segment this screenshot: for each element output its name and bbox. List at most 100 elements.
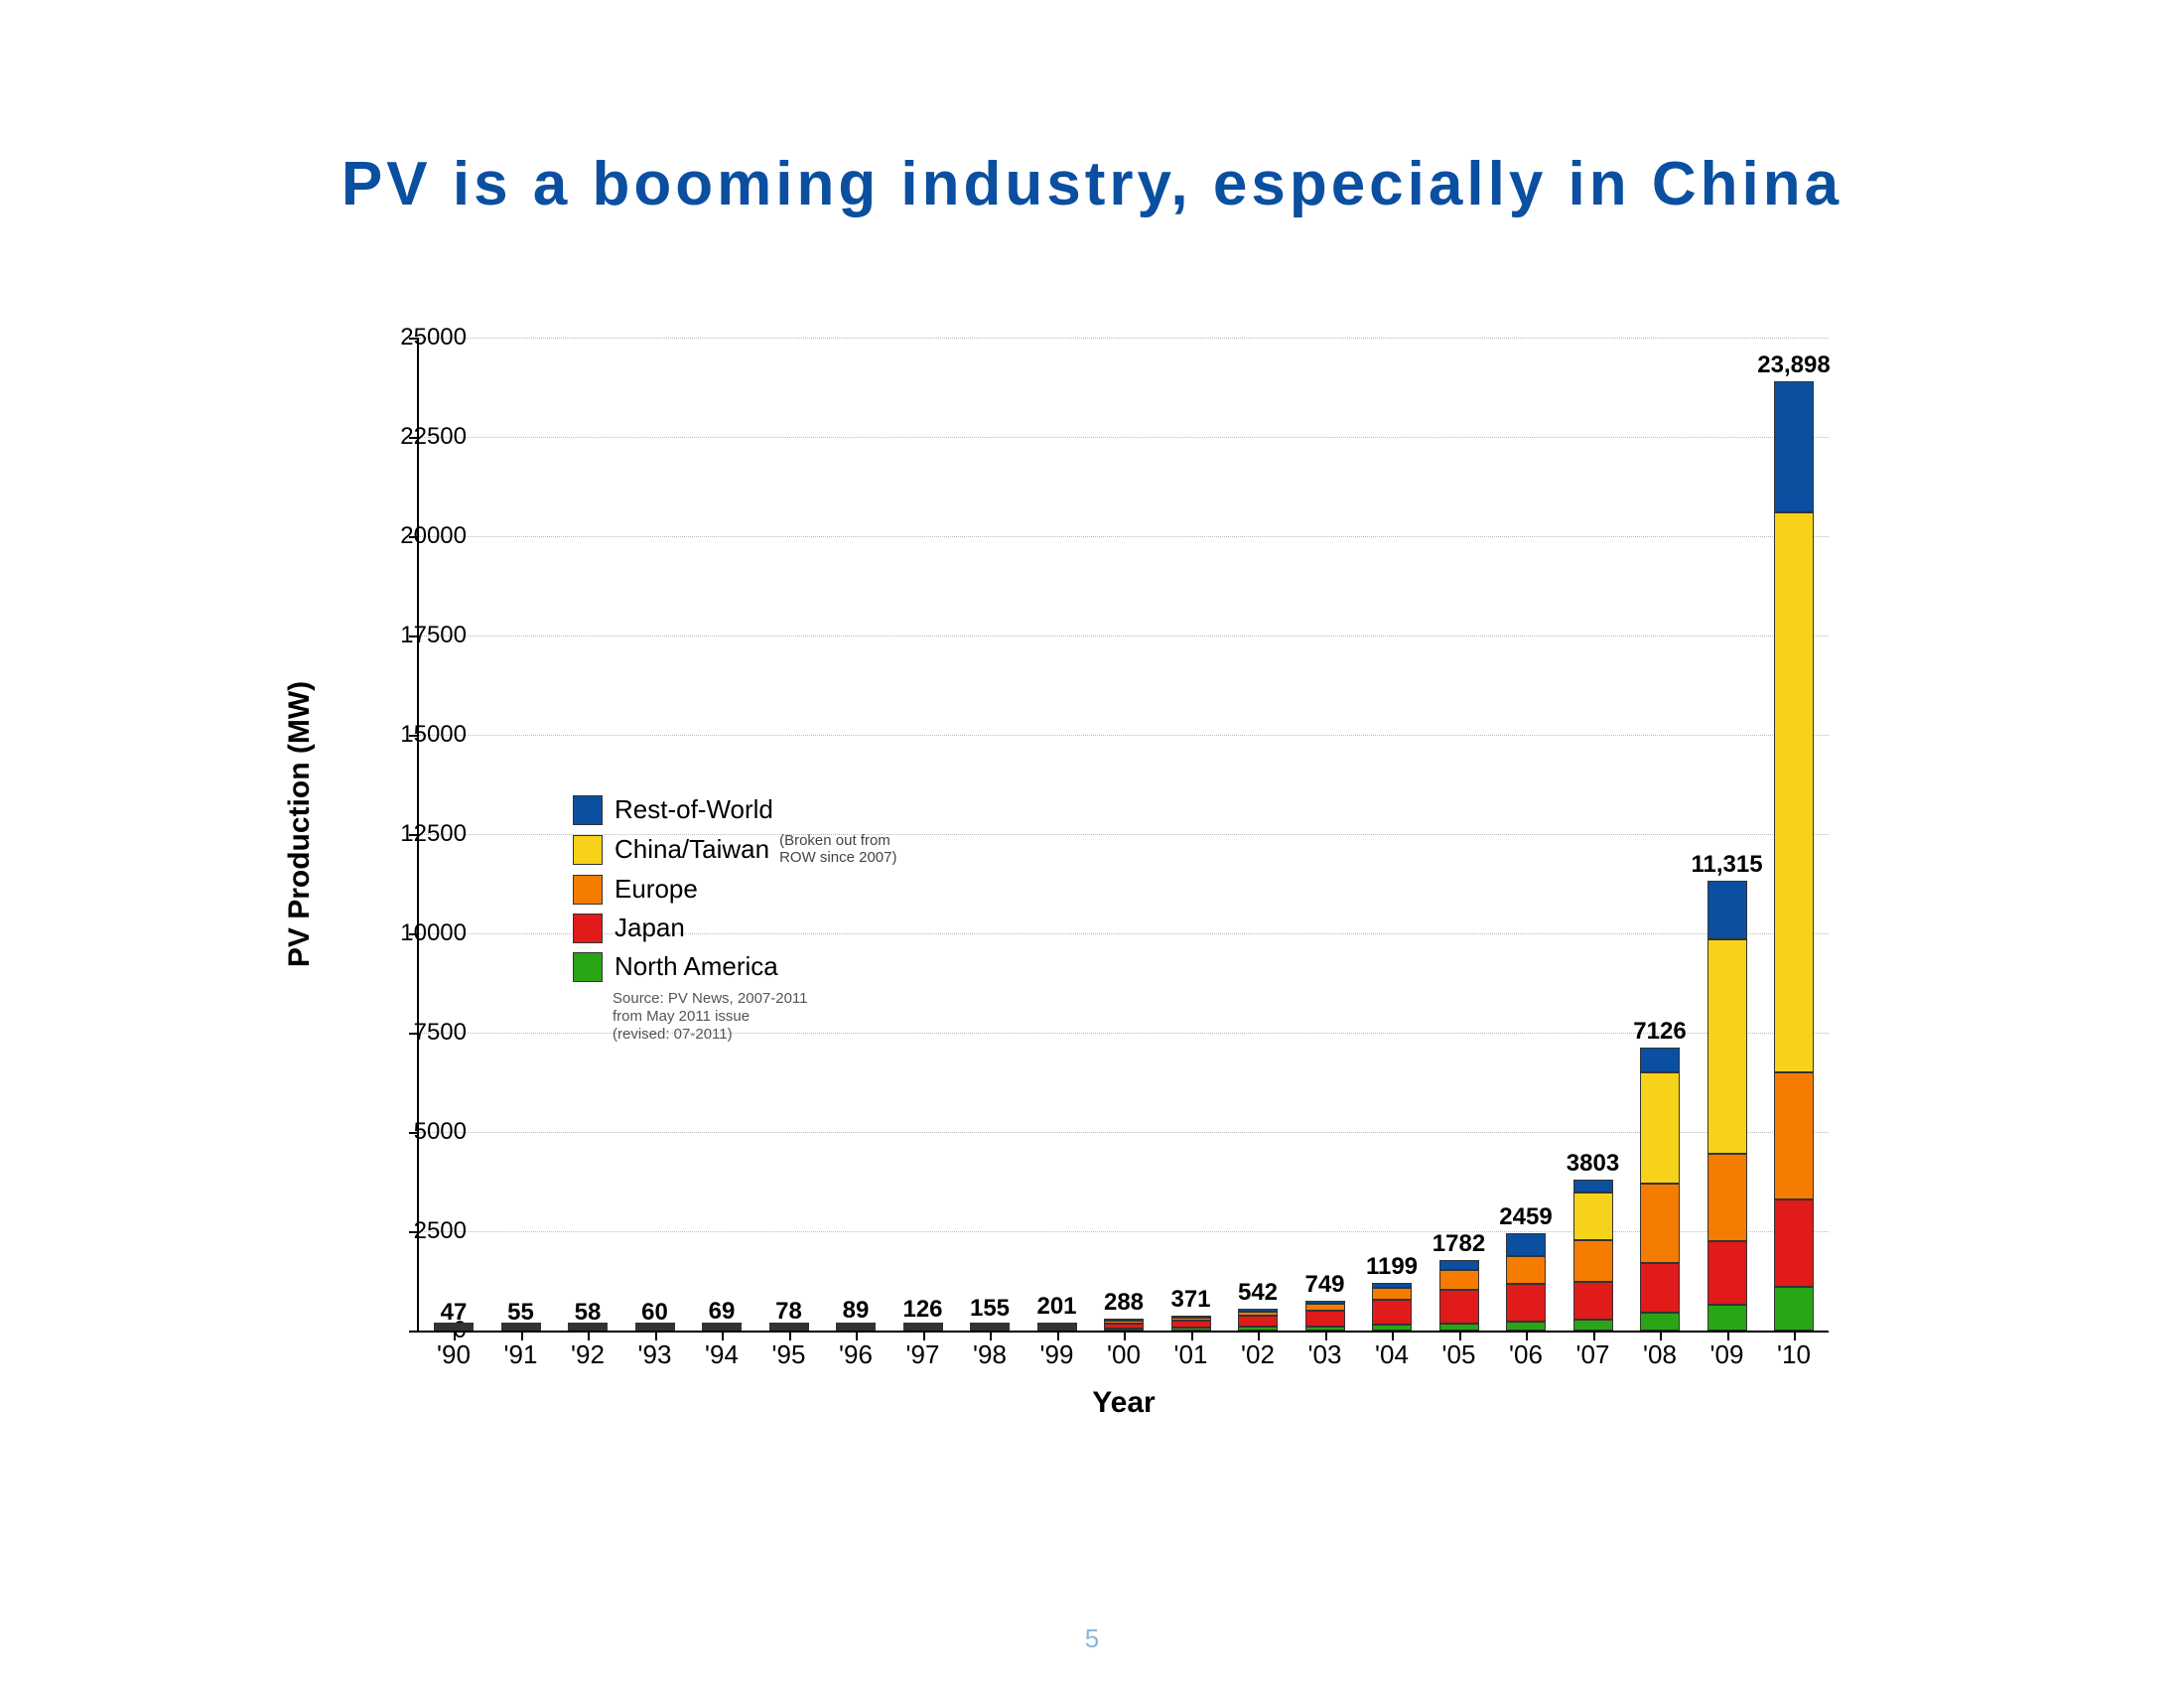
bar-total-label: 7126 <box>1633 1018 1686 1046</box>
xtick-label: '04 <box>1375 1339 1409 1370</box>
xtick-label: '10 <box>1777 1339 1811 1370</box>
bar-segment-north_america <box>1037 1329 1077 1331</box>
grid-line <box>419 338 1829 339</box>
bar-segment-north_america <box>1171 1328 1211 1331</box>
bar-total-label: 2459 <box>1499 1203 1552 1231</box>
ytick-label: 22500 <box>377 423 467 451</box>
bar-total-label: 155 <box>970 1295 1010 1323</box>
bar: 3803 <box>1573 1180 1613 1331</box>
bar-total-label: 11,315 <box>1691 851 1762 879</box>
legend-item-japan: Japan <box>573 913 896 943</box>
bar-segment-north_america <box>1104 1329 1144 1331</box>
bar-total-label: 3803 <box>1567 1150 1619 1178</box>
ytick-label: 20000 <box>377 522 467 550</box>
bar-segment-north_america <box>970 1329 1010 1331</box>
grid-line <box>419 1231 1829 1232</box>
bar-segment-north_america <box>501 1329 541 1331</box>
bar: 1782 <box>1439 1260 1479 1331</box>
bar-segment-japan <box>1707 1241 1747 1305</box>
bar: 7126 <box>1640 1048 1680 1331</box>
legend-swatch <box>573 952 603 982</box>
bar-segment-rest_of_world <box>1707 881 1747 939</box>
bar-segment-north_america <box>836 1329 876 1331</box>
ytick-label: 17500 <box>377 622 467 649</box>
bar-segment-north_america <box>1774 1287 1814 1331</box>
bar: 542 <box>1238 1309 1278 1331</box>
ytick-label: 10000 <box>377 919 467 947</box>
ytick-label: 25000 <box>377 324 467 352</box>
xtick-label: '03 <box>1308 1339 1342 1370</box>
bar-segment-rest_of_world <box>1439 1260 1479 1270</box>
legend-swatch <box>573 795 603 825</box>
bar-segment-north_america <box>1238 1327 1278 1331</box>
xtick-label: '06 <box>1509 1339 1543 1370</box>
bar-segment-europe <box>1774 1072 1814 1199</box>
bar: 58 <box>568 1329 608 1331</box>
bar-segment-china_taiwan <box>1640 1072 1680 1184</box>
bar-total-label: 23,898 <box>1757 352 1830 379</box>
bar-segment-north_america <box>702 1329 742 1331</box>
grid-line <box>419 1132 1829 1133</box>
bar-total-label: 126 <box>902 1296 942 1324</box>
xtick-label: '98 <box>973 1339 1007 1370</box>
plot-area: Year Rest-of-WorldChina/Taiwan(Broken ou… <box>417 338 1829 1333</box>
legend-item-europe: Europe <box>573 874 896 905</box>
bar-segment-north_america <box>1640 1313 1680 1331</box>
xtick-label: '00 <box>1107 1339 1141 1370</box>
bar-total-label: 749 <box>1304 1271 1344 1299</box>
bar: 55 <box>501 1329 541 1331</box>
bar-segment-europe <box>1707 1154 1747 1241</box>
bar-segment-north_america <box>1707 1305 1747 1331</box>
legend-swatch <box>573 875 603 905</box>
bar-segment-north_america <box>434 1329 474 1331</box>
bar-segment-north_america <box>769 1329 809 1331</box>
legend-note: (Broken out fromROW since 2007) <box>779 833 896 866</box>
xtick-label: '92 <box>571 1339 605 1370</box>
bar-segment-japan <box>1372 1300 1412 1325</box>
bar-total-label: 58 <box>575 1299 602 1327</box>
bar-total-label: 60 <box>641 1299 668 1327</box>
y-axis-label: PV Production (MW) <box>283 681 317 967</box>
bar-segment-north_america <box>1372 1325 1412 1331</box>
xtick-label: '94 <box>705 1339 739 1370</box>
bar-segment-japan <box>1171 1321 1211 1328</box>
bar-total-label: 78 <box>775 1298 802 1326</box>
bar-segment-japan <box>1305 1311 1345 1327</box>
bar: 1199 <box>1372 1283 1412 1331</box>
ytick-label: 7500 <box>377 1019 467 1047</box>
bar-segment-japan <box>1238 1316 1278 1327</box>
grid-line <box>419 536 1829 537</box>
bar: 126 <box>903 1326 943 1331</box>
bar: 749 <box>1305 1301 1345 1331</box>
bar: 60 <box>635 1329 675 1331</box>
bar-total-label: 1782 <box>1433 1230 1485 1258</box>
bar-total-label: 69 <box>709 1298 736 1326</box>
slide-title: PV is a booming industry, especially in … <box>0 149 2184 219</box>
bar-segment-japan <box>1506 1284 1546 1322</box>
xtick-label: '07 <box>1576 1339 1610 1370</box>
bar-segment-japan <box>1439 1290 1479 1324</box>
bar: 2459 <box>1506 1233 1546 1331</box>
grid-line <box>419 635 1829 636</box>
bar: 371 <box>1171 1316 1211 1331</box>
xtick-label: '05 <box>1442 1339 1476 1370</box>
bar-segment-north_america <box>635 1329 675 1331</box>
bar: 23,898 <box>1774 381 1814 1331</box>
bar-segment-rest_of_world <box>1573 1180 1613 1193</box>
bar-segment-north_america <box>1439 1324 1479 1331</box>
bar-segment-japan <box>1573 1282 1613 1320</box>
bar-segment-north_america <box>1506 1322 1546 1331</box>
xtick-label: '96 <box>839 1339 873 1370</box>
legend: Rest-of-WorldChina/Taiwan(Broken out fro… <box>573 794 896 1044</box>
grid-line <box>419 437 1829 438</box>
legend-swatch <box>573 914 603 943</box>
bar: 11,315 <box>1707 881 1747 1331</box>
bar: 69 <box>702 1328 742 1331</box>
bar-segment-japan <box>1774 1199 1814 1287</box>
bar-segment-europe <box>1573 1240 1613 1282</box>
legend-label: Rest-of-World <box>614 794 773 825</box>
bar-segment-china_taiwan <box>1774 512 1814 1072</box>
ytick-label: 12500 <box>377 820 467 848</box>
bar-segment-rest_of_world <box>1640 1048 1680 1072</box>
xtick-label: '91 <box>504 1339 538 1370</box>
